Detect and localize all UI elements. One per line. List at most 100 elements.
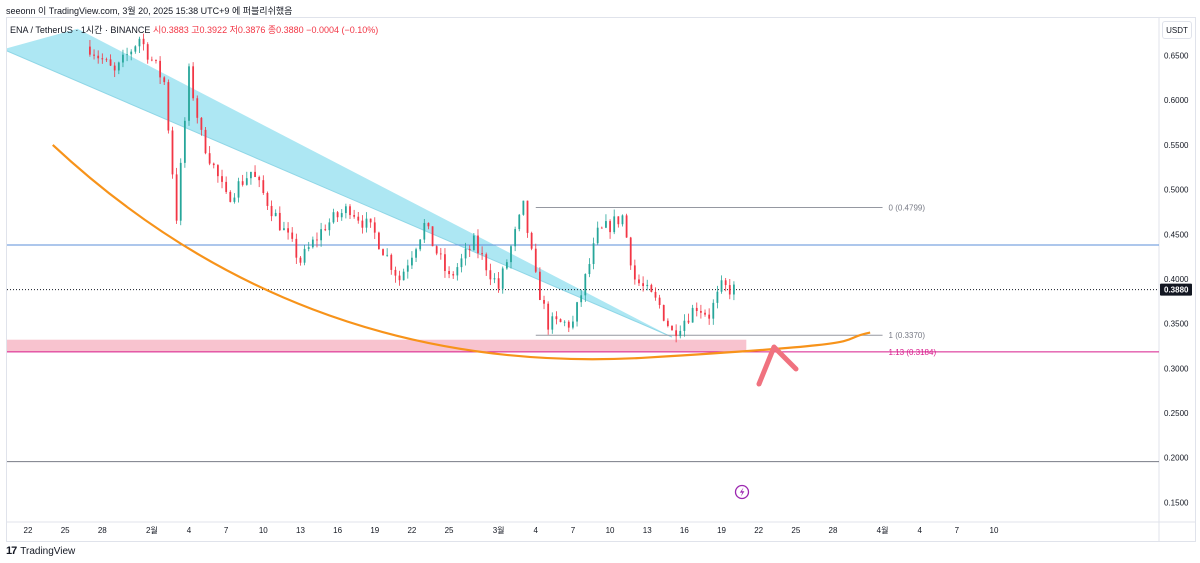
candle-body	[505, 262, 508, 269]
time-tick-label: 28	[98, 526, 107, 535]
candle-body	[266, 192, 269, 206]
candle-body	[526, 200, 529, 233]
candle-body	[497, 278, 500, 289]
candle-body	[250, 171, 252, 179]
price-tick-label: 0.2500	[1164, 409, 1189, 418]
candle-body	[472, 235, 475, 251]
candle-body	[225, 181, 228, 192]
time-tick-label: 19	[370, 526, 379, 535]
time-tick-label: 22	[407, 526, 416, 535]
candle-body	[357, 216, 360, 221]
candle-body	[716, 291, 719, 303]
candle-body	[481, 253, 484, 255]
candle-body	[398, 275, 401, 281]
fib-level-label: 1.13 (0.3184)	[889, 348, 937, 357]
candle-body	[200, 117, 203, 130]
time-tick-label: 4	[917, 526, 922, 535]
candle-body	[658, 297, 661, 306]
time-tick-label: 16	[680, 526, 689, 535]
falling-wedge-shape	[7, 28, 672, 338]
candle-body	[576, 302, 578, 322]
candle-body	[89, 46, 91, 55]
candle-body	[629, 237, 632, 266]
candle-body	[369, 218, 372, 223]
candle-body	[617, 216, 620, 225]
candle-body	[423, 222, 426, 240]
candle-body	[555, 316, 558, 320]
candle-body	[320, 229, 323, 241]
candle-body	[712, 302, 715, 319]
support-zone	[7, 339, 747, 353]
candle-body	[361, 220, 364, 228]
candle-body	[171, 130, 174, 175]
time-axis[interactable]: 22 25 28 2월 4 7 10 13 16 19 22 25 3월 4 7 10 13 16 19 22 25 28…	[24, 525, 999, 535]
candle-body	[311, 239, 314, 248]
candle-body	[155, 59, 157, 61]
symbol-label[interactable]: ENA / TetherUS · 1시간 · BINANCE	[10, 25, 151, 35]
candle-body	[241, 181, 244, 185]
candle-body	[522, 200, 525, 215]
candle-body	[679, 330, 682, 337]
time-tick-label: 7	[224, 526, 229, 535]
footer-brand[interactable]: 17 TradingView	[6, 545, 75, 557]
time-tick-label: 22	[754, 526, 763, 535]
candle-body	[510, 246, 512, 263]
candle-body	[534, 248, 537, 272]
candle-body	[291, 232, 294, 239]
candle-body	[303, 248, 306, 263]
currency-button[interactable]: USDT	[1162, 21, 1192, 39]
candle-body	[456, 267, 459, 276]
tradingview-logo-icon: 17	[6, 545, 17, 557]
candle-body	[216, 165, 219, 177]
candle-body	[514, 229, 517, 247]
candle-body	[691, 307, 694, 323]
time-tick-label: 25	[61, 526, 70, 535]
time-tick-label: 25	[791, 526, 800, 535]
candle-body	[538, 271, 541, 300]
candle-body	[551, 316, 554, 330]
brand-label: TradingView	[20, 545, 76, 557]
candle-body	[411, 257, 413, 266]
candle-body	[208, 153, 211, 164]
candle-body	[113, 65, 116, 71]
candle-body	[588, 264, 591, 275]
price-tick-label: 0.4000	[1164, 275, 1189, 284]
candle-body	[254, 171, 256, 177]
price-tick-label: 0.5000	[1164, 186, 1189, 195]
time-tick-label: 10	[606, 526, 615, 535]
candle-body	[633, 265, 636, 280]
price-tick-label: 0.3500	[1164, 320, 1189, 329]
plot-area	[7, 28, 1159, 463]
time-tick-label: 13	[296, 526, 305, 535]
candle-body	[477, 235, 479, 254]
candle-body	[419, 239, 422, 250]
candle-body	[699, 311, 702, 313]
lightning-icon[interactable]	[734, 484, 750, 500]
candle-body	[650, 284, 653, 292]
candle-body	[621, 215, 624, 225]
candle-body	[662, 305, 665, 321]
candle-body	[695, 307, 698, 312]
candle-body	[163, 77, 166, 83]
candle-body	[464, 248, 467, 259]
price-axis[interactable]: 0.6500 0.6000 0.5500 0.5000 0.4500 0.4000 0.35…	[1160, 52, 1192, 508]
candle-body	[580, 295, 583, 303]
candle-body	[344, 206, 347, 214]
candle-body	[613, 216, 616, 233]
candle-body	[415, 249, 417, 258]
candle-body	[332, 212, 335, 223]
candle-body	[270, 205, 273, 217]
candle-body	[501, 268, 504, 289]
candle-body	[188, 66, 190, 121]
candle-body	[452, 274, 455, 276]
candle-body	[567, 321, 570, 328]
candle-body	[584, 274, 587, 296]
candle-body	[204, 129, 207, 154]
candle-body	[728, 285, 731, 295]
chart-frame[interactable]	[6, 17, 1196, 542]
published-by-text: seeonn 이 TradingView.com, 3월 20, 2025 15…	[6, 6, 293, 16]
candle-body	[233, 197, 236, 202]
candle-body	[159, 60, 162, 78]
fib-level-label: 1 (0.3370)	[889, 331, 926, 340]
